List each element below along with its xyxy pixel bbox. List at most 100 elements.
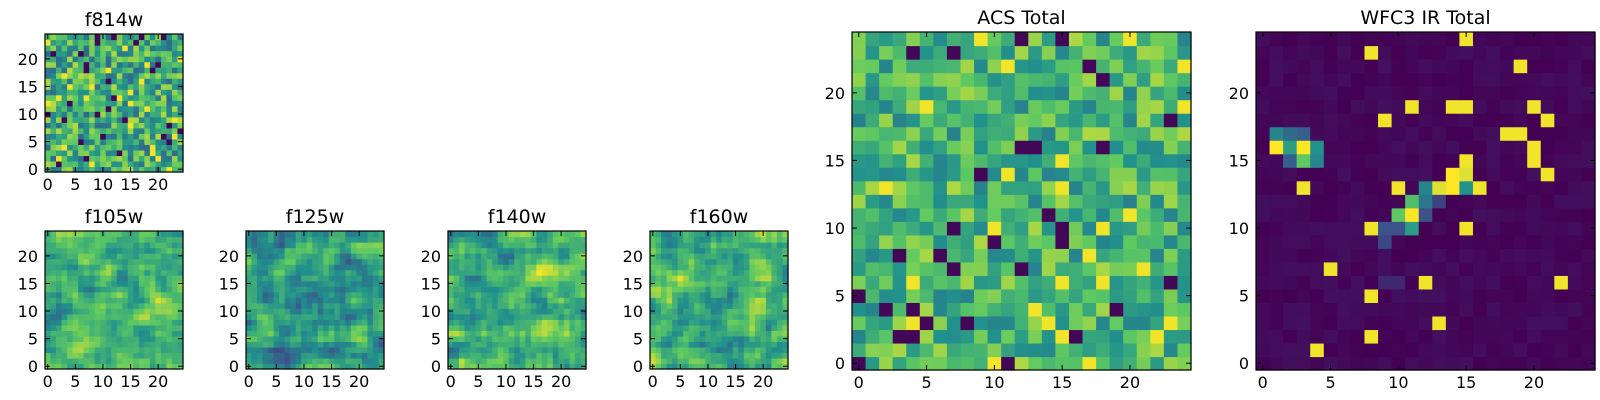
heatmap-cell (127, 50, 134, 57)
heatmap-cell (361, 275, 369, 282)
heatmap-cell (732, 264, 739, 271)
heatmap-cell (100, 319, 107, 326)
heatmap-cell (563, 341, 571, 348)
heatmap-cell (61, 319, 68, 326)
heatmap-cell (1068, 356, 1084, 371)
heatmap-cell (1310, 356, 1325, 371)
heatmap-cell (160, 34, 168, 41)
heatmap-cell (50, 149, 57, 157)
heatmap-cell (149, 269, 156, 276)
heatmap-cell (350, 357, 357, 365)
heatmap-cell (1513, 261, 1528, 276)
heatmap-cell (1310, 113, 1325, 128)
heatmap-cell (149, 56, 156, 63)
heatmap-cell (1472, 315, 1488, 331)
heatmap-cell (960, 194, 975, 209)
heatmap-cell (149, 346, 156, 354)
heatmap-cell (78, 258, 85, 265)
heatmap-cell (89, 302, 96, 309)
heatmap-cell (1500, 248, 1515, 263)
x-tick-label: 15 (523, 372, 543, 391)
heatmap-cell (1378, 261, 1393, 276)
heatmap-cell (356, 269, 363, 276)
heatmap-cell (738, 286, 745, 293)
heatmap-cell (536, 242, 543, 249)
heatmap-cell (67, 160, 74, 168)
heatmap-cell (666, 363, 673, 370)
heatmap-cell (251, 346, 258, 354)
heatmap-cell (116, 352, 123, 359)
heatmap-cells-f125w (246, 231, 385, 370)
heatmap-cell (246, 297, 253, 304)
heatmap-cell (776, 341, 784, 348)
heatmap-cell (361, 313, 369, 320)
heatmap-cell (464, 324, 471, 331)
heatmap-cell (89, 313, 96, 320)
heatmap-cell (933, 261, 948, 276)
heatmap-cell (284, 357, 291, 365)
heatmap-cell (1540, 329, 1555, 344)
heatmap-cell (284, 231, 291, 238)
heatmap-cell (94, 34, 101, 41)
heatmap-cell (94, 105, 101, 112)
heatmap-cell (350, 275, 357, 282)
heatmap-cell (1123, 315, 1138, 331)
heatmap-cell (1445, 234, 1460, 249)
heatmap-cell (268, 313, 275, 320)
heatmap-cell (1150, 221, 1165, 236)
heatmap-cell (1082, 315, 1097, 331)
heatmap-cell (580, 236, 587, 243)
heatmap-cell (273, 269, 280, 276)
heatmap-cell (50, 357, 57, 365)
heatmap-cell (1296, 140, 1311, 155)
heatmap-cell (1014, 167, 1029, 182)
heatmap-cell (508, 236, 515, 243)
heatmap-cell (672, 308, 679, 315)
heatmap-cell (116, 291, 123, 298)
heatmap-cell (1001, 234, 1016, 249)
heatmap-cell (166, 45, 173, 52)
heatmap-cell (116, 45, 123, 52)
heatmap-cell (1500, 180, 1515, 195)
heatmap-cell (464, 352, 471, 359)
heatmap-cell (1136, 248, 1151, 263)
heatmap-cell (1082, 140, 1097, 155)
heatmap-cell (1123, 113, 1138, 128)
heatmap-cell (497, 231, 504, 238)
heatmap-cell (782, 231, 789, 238)
heatmap-cell (492, 308, 499, 315)
x-tick-label: 10 (93, 175, 113, 194)
heatmap-cell (94, 111, 101, 118)
heatmap-cell (574, 308, 582, 315)
heatmap-cell (974, 302, 989, 317)
heatmap-cell (334, 269, 341, 276)
heatmap-cell (865, 315, 880, 331)
heatmap-cell (177, 352, 184, 359)
heatmap-cell (677, 313, 684, 320)
heatmap-cell (1567, 126, 1583, 141)
heatmap-cell (1256, 126, 1271, 141)
heatmap-cell (334, 236, 341, 243)
heatmap-cell (56, 89, 63, 96)
heatmap-cell (138, 269, 145, 276)
heatmap-cell (716, 324, 723, 331)
heatmap-cell (677, 291, 684, 298)
heatmap-cell (661, 286, 668, 293)
heatmap-cell (1256, 32, 1271, 47)
heatmap-cell (50, 78, 57, 85)
heatmap-cell (688, 242, 695, 249)
heatmap-cell (127, 39, 134, 46)
heatmap-cell (56, 72, 63, 79)
heatmap-cell (67, 335, 74, 342)
heatmap-cell (306, 275, 313, 282)
heatmap-cell (166, 291, 173, 298)
heatmap-cell (372, 236, 380, 243)
heatmap-cell (749, 341, 756, 348)
heatmap-cell (378, 313, 385, 320)
heatmap-cell (558, 253, 565, 260)
heatmap-cell (1082, 126, 1097, 141)
heatmap-cell (1405, 315, 1420, 331)
heatmap-cell (694, 242, 701, 249)
heatmap-cell (672, 313, 679, 320)
heatmap-cell (155, 89, 162, 96)
